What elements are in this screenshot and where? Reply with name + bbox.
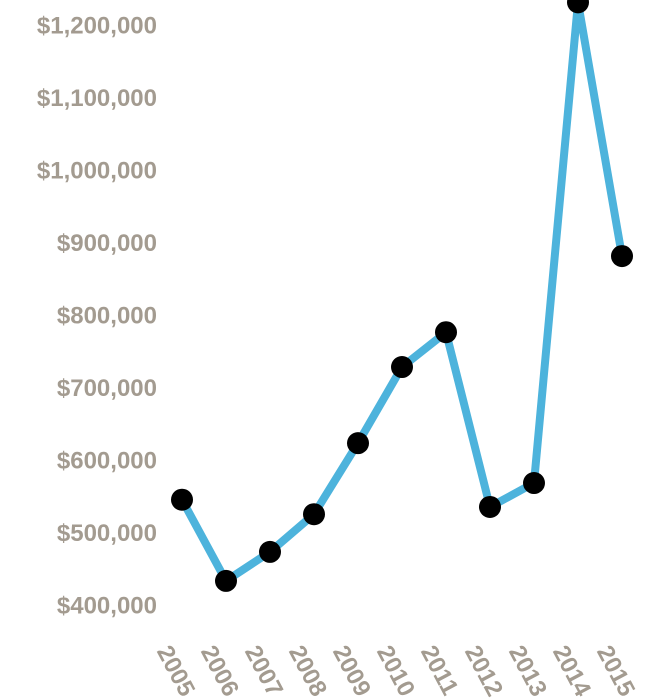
x-tick-label: 2013 — [503, 641, 552, 700]
x-tick-label: 2012 — [459, 641, 508, 700]
y-tick-label: $700,000 — [57, 375, 157, 402]
marker — [523, 472, 545, 495]
marker — [303, 503, 325, 526]
x-tick-label: 2015 — [591, 641, 640, 700]
y-tick-label: $1,200,000 — [37, 12, 157, 39]
marker — [435, 321, 457, 344]
y-tick-label: $1,100,000 — [37, 85, 157, 112]
x-tick-label: 2011 — [415, 641, 463, 700]
marker — [215, 569, 237, 592]
y-tick-label: $900,000 — [57, 230, 157, 257]
x-tick-label: 2009 — [327, 641, 376, 700]
x-tick-label: 2007 — [239, 641, 288, 700]
marker — [567, 0, 589, 14]
y-tick-label: $800,000 — [57, 302, 157, 329]
y-tick-label: $1,000,000 — [37, 157, 157, 184]
y-tick-label: $600,000 — [57, 447, 157, 474]
marker — [479, 495, 501, 518]
marker — [391, 356, 413, 379]
y-tick-label: $400,000 — [57, 592, 157, 619]
marker — [259, 540, 281, 563]
marker — [611, 245, 633, 268]
x-tick-label: 2008 — [283, 641, 332, 700]
marker — [171, 488, 193, 511]
y-tick-label: $500,000 — [57, 520, 157, 547]
x-tick-label: 2010 — [371, 641, 420, 700]
marker — [347, 432, 369, 455]
x-tick-label: 2006 — [195, 641, 244, 700]
x-tick-label: 2014 — [547, 641, 596, 700]
x-tick-label: 2005 — [151, 641, 200, 700]
line — [178, 0, 626, 585]
